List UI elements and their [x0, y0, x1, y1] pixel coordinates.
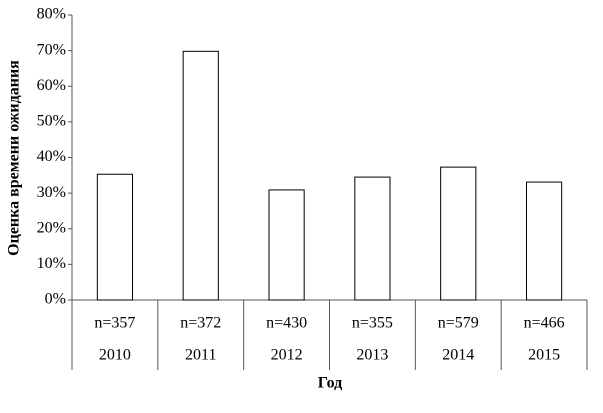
y-tick-label: 50%: [37, 113, 66, 130]
y-axis-title: Оценка времени ожидания: [6, 60, 23, 256]
y-tick-label: 20%: [37, 219, 66, 236]
bar: [96, 173, 134, 301]
bar: [440, 166, 477, 301]
bar: [354, 176, 391, 301]
y-tick-label: 0%: [45, 291, 66, 308]
x-sample-label: n=579: [438, 315, 479, 332]
x-axis-title: Год: [318, 375, 342, 392]
x-tick-label: 2014: [442, 347, 474, 364]
x-tick-label: 2010: [99, 347, 131, 364]
bar: [525, 181, 563, 301]
x-tick-label: 2011: [185, 347, 216, 364]
x-sample-label: n=355: [352, 315, 393, 332]
y-tick-label: 10%: [37, 255, 66, 272]
y-tick-label: 40%: [37, 148, 66, 165]
bar: [268, 189, 305, 301]
x-sample-label: n=372: [180, 315, 221, 332]
x-tick-label: 2012: [271, 347, 303, 364]
y-tick-label: 80%: [37, 6, 66, 23]
x-tick-label: 2013: [356, 347, 388, 364]
bar: [182, 50, 219, 301]
x-tick-label: 2015: [528, 347, 560, 364]
y-tick-label: 30%: [37, 184, 66, 201]
x-sample-label: n=430: [266, 315, 307, 332]
x-sample-label: n=357: [94, 315, 135, 332]
y-tick-label: 60%: [37, 77, 66, 94]
x-sample-label: n=466: [524, 315, 565, 332]
y-tick-label: 70%: [37, 41, 66, 58]
